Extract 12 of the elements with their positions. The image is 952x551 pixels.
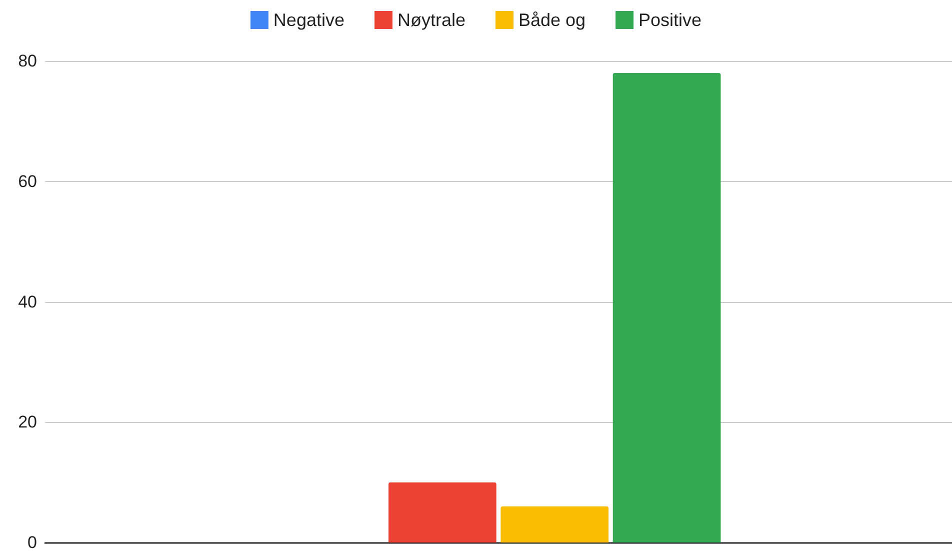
bar bbox=[388, 482, 496, 542]
legend-label: Positive bbox=[638, 10, 702, 30]
y-tick-label: 40 bbox=[18, 292, 37, 312]
y-tick-label: 80 bbox=[18, 52, 37, 70]
legend-label: Nøytrale bbox=[397, 10, 466, 30]
legend-label: Negative bbox=[273, 10, 344, 30]
legend-label: Både og bbox=[518, 10, 586, 30]
y-tick-label: 0 bbox=[28, 533, 37, 551]
y-tick-label: 60 bbox=[18, 172, 37, 191]
y-tick-label: 20 bbox=[18, 412, 37, 432]
bar bbox=[500, 506, 609, 542]
bar bbox=[612, 73, 721, 542]
